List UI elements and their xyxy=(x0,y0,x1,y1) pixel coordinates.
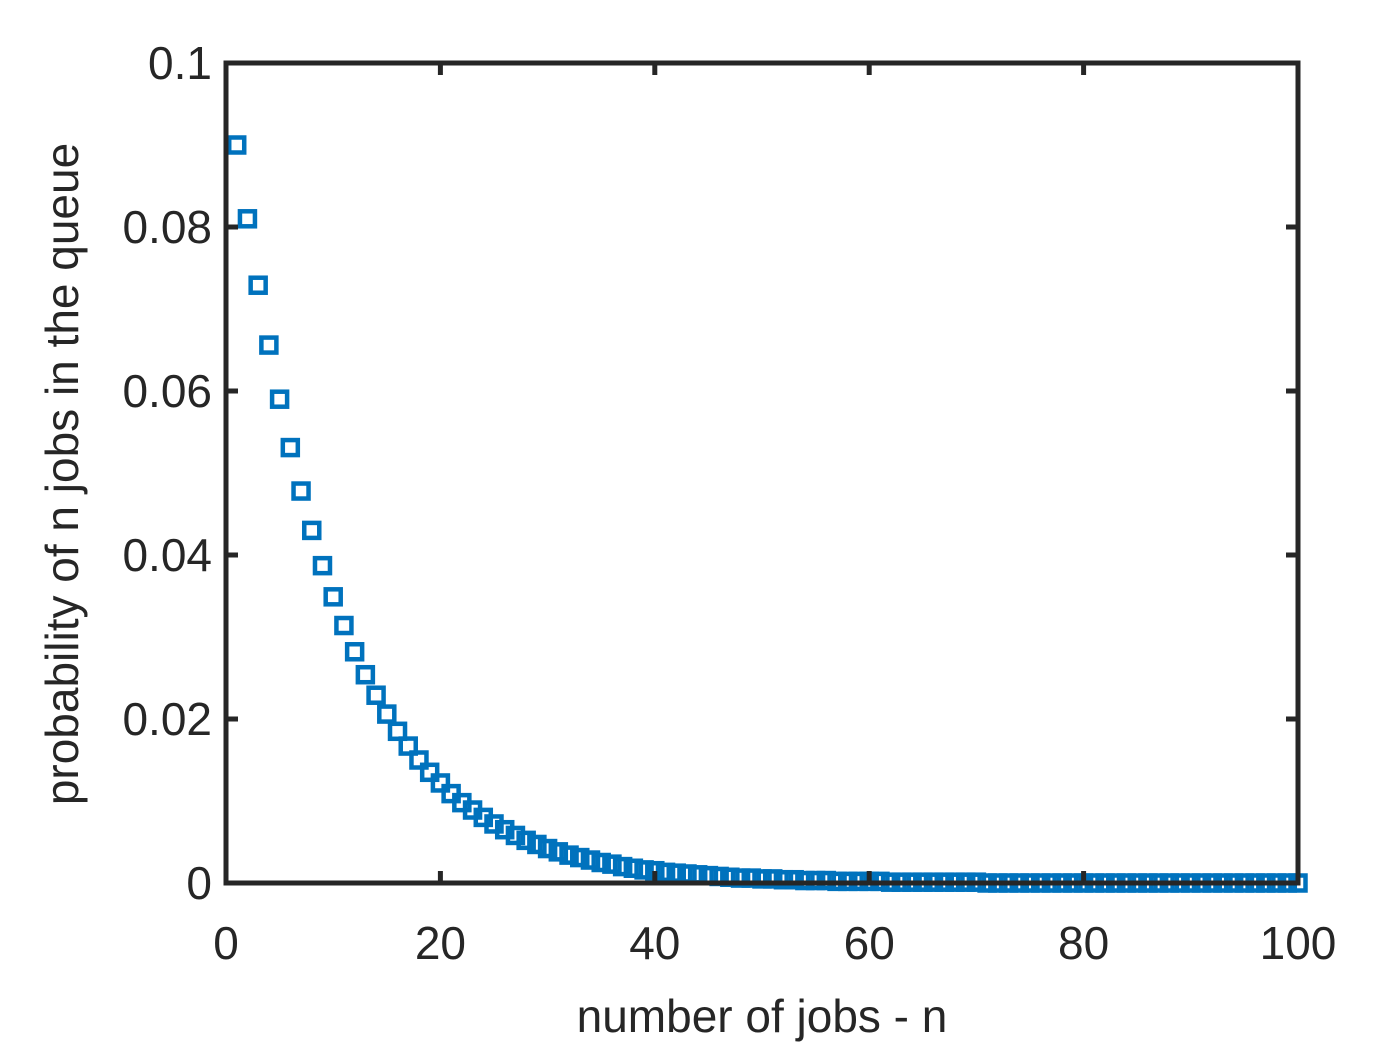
data-point xyxy=(591,852,611,873)
data-point xyxy=(741,868,762,888)
data-point xyxy=(226,135,247,155)
data-point xyxy=(634,860,654,880)
y-tick-label: 0 xyxy=(186,857,212,909)
data-point xyxy=(334,615,354,636)
data-point xyxy=(655,862,676,883)
tick-marks xyxy=(223,60,1301,886)
data-point xyxy=(752,869,772,889)
data-point xyxy=(623,858,644,878)
data-point xyxy=(280,437,301,458)
data-point xyxy=(344,642,365,662)
data-point xyxy=(312,555,333,576)
data-point xyxy=(259,335,279,355)
data-point xyxy=(559,845,579,865)
data-point xyxy=(548,842,569,862)
data-points xyxy=(226,135,1308,893)
y-tick-label: 0.08 xyxy=(122,201,212,253)
data-point xyxy=(419,762,440,783)
x-axis-label: number of jobs - n xyxy=(577,990,948,1042)
data-point xyxy=(248,275,268,295)
y-tick-labels: 0 0.02 0.04 0.06 0.08 0.1 xyxy=(122,37,212,909)
data-point xyxy=(580,850,601,870)
data-point xyxy=(430,773,451,793)
x-tick-labels: 0 20 40 60 80 100 xyxy=(213,917,1336,969)
y-tick-label: 0.04 xyxy=(122,529,212,581)
x-tick-label: 80 xyxy=(1058,917,1109,969)
data-point xyxy=(570,847,590,868)
data-point xyxy=(527,834,547,855)
x-tick-label: 40 xyxy=(629,917,680,969)
data-point xyxy=(398,736,418,756)
data-point xyxy=(291,481,311,501)
data-point xyxy=(505,825,526,846)
x-tick-label: 0 xyxy=(213,917,239,969)
data-point xyxy=(377,704,397,724)
data-point xyxy=(323,587,343,607)
y-tick-label: 0.1 xyxy=(148,37,212,89)
y-tick-label: 0.02 xyxy=(122,693,212,745)
data-point xyxy=(269,389,290,409)
plot-frame xyxy=(223,60,1301,886)
data-point xyxy=(612,856,633,877)
data-point xyxy=(602,854,622,874)
data-point xyxy=(355,664,376,685)
data-point xyxy=(762,869,783,889)
data-point xyxy=(730,868,751,888)
data-point xyxy=(409,750,429,770)
data-point xyxy=(366,685,386,705)
data-point xyxy=(537,838,558,859)
y-tick-label: 0.06 xyxy=(122,365,212,417)
data-point xyxy=(516,830,536,851)
data-point xyxy=(773,869,794,890)
x-tick-label: 100 xyxy=(1260,917,1337,969)
data-point xyxy=(237,209,258,229)
data-point xyxy=(784,869,804,890)
x-tick-label: 60 xyxy=(844,917,895,969)
y-axis-label: probability of n jobs in the queue xyxy=(36,143,88,805)
data-point xyxy=(387,721,408,742)
x-tick-label: 20 xyxy=(415,917,466,969)
data-point xyxy=(302,520,322,541)
